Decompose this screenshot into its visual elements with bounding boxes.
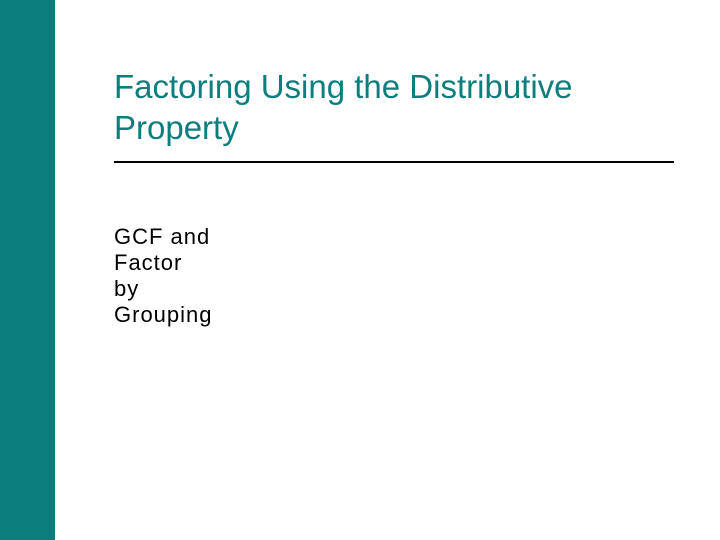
- title-underline: [114, 161, 674, 163]
- slide-title: Factoring Using the Distributive Propert…: [114, 66, 674, 149]
- slide-subtitle: GCF and Factor by Grouping: [114, 224, 213, 328]
- sidebar-accent-bar: [0, 0, 55, 540]
